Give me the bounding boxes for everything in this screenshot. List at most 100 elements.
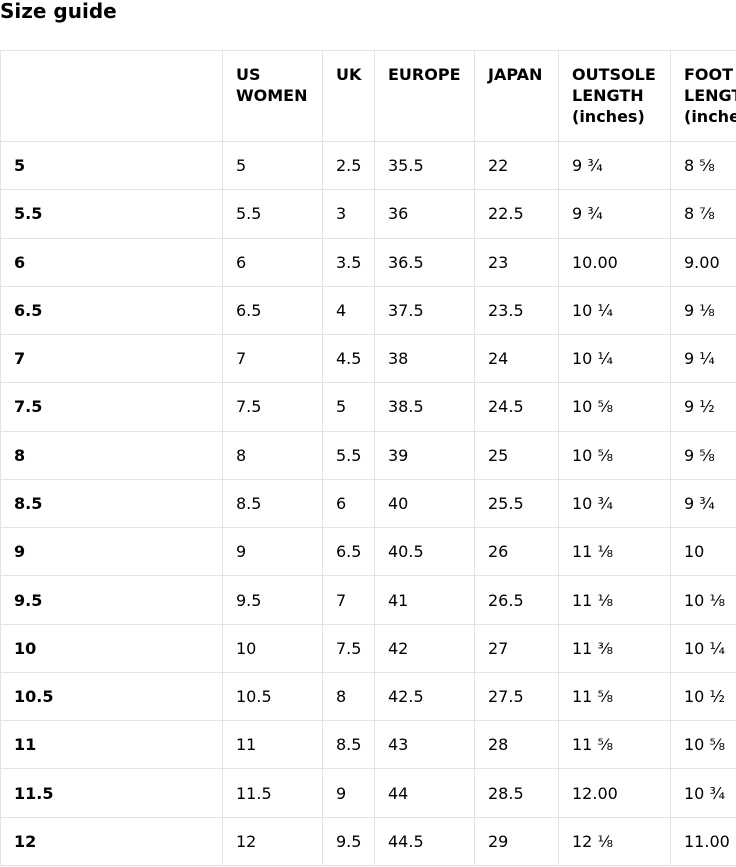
table-cell: 10	[222, 623, 323, 673]
table-cell: 10 ¾	[558, 478, 671, 529]
table-cell: 11.5	[222, 768, 323, 818]
table-cell: 2.5	[322, 140, 375, 191]
table-cell: 10 ⅛	[670, 575, 736, 625]
table-cell: 7	[222, 334, 323, 384]
table-cell: 25	[474, 430, 559, 480]
title: Size guide	[0, 0, 117, 23]
size-cell: 9.5	[0, 575, 223, 625]
table-cell: 10	[670, 527, 736, 577]
table-cell: 12	[222, 816, 323, 866]
table-cell: 43	[374, 720, 475, 770]
table-cell: 6.5	[222, 285, 323, 336]
table-cell: 12 ⅛	[558, 816, 671, 866]
table-cell: 10 ¼	[558, 334, 671, 384]
table-cell: 10.5	[222, 671, 323, 722]
table-cell: 6	[322, 478, 375, 529]
table-cell: 22	[474, 140, 559, 191]
table-cell: 9 ¾	[670, 478, 736, 529]
table-cell: 11 ⅜	[558, 623, 671, 673]
table-cell: 4	[322, 285, 375, 336]
table-cell: 26.5	[474, 575, 559, 625]
size-cell: 12	[0, 816, 223, 866]
table-cell: 9 ⅛	[670, 285, 736, 336]
table-cell: 23	[474, 237, 559, 287]
table-cell: 11 ⅝	[558, 720, 671, 770]
table-cell: 7.5	[222, 382, 323, 432]
table-cell: 29	[474, 816, 559, 866]
table-cell: 3.5	[322, 237, 375, 287]
table-cell: 40.5	[374, 527, 475, 577]
table-cell: 11.00	[670, 816, 736, 866]
header-cell: EUROPE	[374, 50, 475, 142]
table-cell: 9.5	[322, 816, 375, 866]
table-cell: 42	[374, 623, 475, 673]
header-cell: US WOMEN	[222, 50, 323, 142]
header-cell: FOOT LENGTH (inches)	[670, 50, 736, 142]
table-cell: 27.5	[474, 671, 559, 722]
table-cell: 9	[222, 527, 323, 577]
table-cell: 23.5	[474, 285, 559, 336]
table-cell: 3	[322, 189, 375, 239]
table-cell: 8	[322, 671, 375, 722]
table-cell: 8.5	[222, 478, 323, 529]
table-cell: 10 ⅝	[670, 720, 736, 770]
table-cell: 5.5	[222, 189, 323, 239]
size-cell: 8.5	[0, 478, 223, 529]
table-cell: 40	[374, 478, 475, 529]
header-row: US WOMEN UK EUROPE JAPAN OUTSOLE LENGTH (inc…	[0, 50, 736, 142]
table-cell: 35.5	[374, 140, 475, 191]
table-cell: 10.00	[558, 237, 671, 287]
table-cell: 24	[474, 334, 559, 384]
table-cell: 5	[322, 382, 375, 432]
table-cell: 36.5	[374, 237, 475, 287]
table-row: 10 10 7.5 42 27 11 ⅜ 10 ¼	[0, 623, 736, 673]
size-cell: 6.5	[0, 285, 223, 336]
table-cell: 10 ¼	[670, 623, 736, 673]
size-cell: 9	[0, 527, 223, 577]
table-cell: 11 ⅝	[558, 671, 671, 722]
table-cell: 9 ¼	[670, 334, 736, 384]
table-row: 12 12 9.5 44.5 29 12 ⅛ 11.00	[0, 816, 736, 866]
size-cell: 6	[0, 237, 223, 287]
table-cell: 10 ¾	[670, 768, 736, 818]
table-cell: 8 ⅞	[670, 189, 736, 239]
table-cell: 42.5	[374, 671, 475, 722]
table-cell: 37.5	[374, 285, 475, 336]
table-cell: 7.5	[322, 623, 375, 673]
table-cell: 7	[322, 575, 375, 625]
table-row: 6 6 3.5 36.5 23 10.00 9.00	[0, 237, 736, 287]
table-cell: 10 ⅝	[558, 430, 671, 480]
size-cell: 10	[0, 623, 223, 673]
header-cell	[0, 50, 223, 142]
table-row: 11.5 11.5 9 44 28.5 12.00 10 ¾	[0, 768, 736, 818]
table-cell: 9	[322, 768, 375, 818]
table-cell: 10 ½	[670, 671, 736, 722]
table-cell: 6.5	[322, 527, 375, 577]
table-cell: 8	[222, 430, 323, 480]
table-cell: 28	[474, 720, 559, 770]
table-row: 11 11 8.5 43 28 11 ⅝ 10 ⅝	[0, 720, 736, 770]
table-cell: 38.5	[374, 382, 475, 432]
table-cell: 41	[374, 575, 475, 625]
size-table: US WOMEN UK EUROPE JAPAN OUTSOLE LENGTH (inc…	[0, 50, 736, 866]
size-cell: 5	[0, 140, 223, 191]
size-cell: 7.5	[0, 382, 223, 432]
table-cell: 28.5	[474, 768, 559, 818]
table-cell: 11	[222, 720, 323, 770]
header-cell: UK	[322, 50, 375, 142]
table-cell: 24.5	[474, 382, 559, 432]
table-cell: 9 ½	[670, 382, 736, 432]
table-cell: 9 ¾	[558, 140, 671, 191]
table-cell: 9 ¾	[558, 189, 671, 239]
table-cell: 10 ¼	[558, 285, 671, 336]
table-cell: 9.5	[222, 575, 323, 625]
